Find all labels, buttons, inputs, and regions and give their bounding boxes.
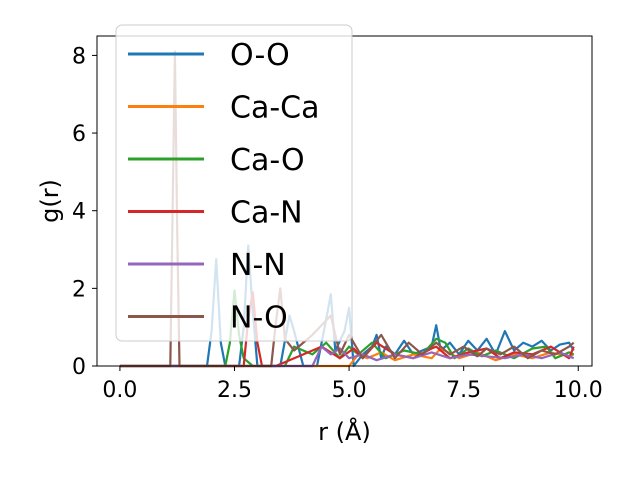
x-tick-label: 5.0 xyxy=(332,378,367,403)
y-tick-label: 4 xyxy=(72,200,86,225)
y-tick-label: 6 xyxy=(72,122,86,147)
legend-label: N-O xyxy=(230,301,288,336)
legend-label: Ca-O xyxy=(230,143,305,178)
y-axis-label: g(r) xyxy=(36,179,64,223)
x-axis-label: r (Å) xyxy=(318,417,371,446)
series-line-ca-n xyxy=(119,291,575,368)
y-tick-label: 0 xyxy=(72,355,86,380)
x-tick-label: 7.5 xyxy=(446,378,481,403)
x-tick-label: 2.5 xyxy=(217,378,252,403)
legend-label: O-O xyxy=(230,38,290,73)
legend-box xyxy=(115,24,353,342)
x-axis: 0.0 2.5 5.0 7.5 10.0 xyxy=(102,366,603,403)
legend-label: Ca-N xyxy=(230,196,303,231)
x-tick-label: 0.0 xyxy=(102,378,137,403)
y-tick-label: 8 xyxy=(72,44,86,69)
y-axis: 0 2 4 6 8 xyxy=(72,44,97,380)
legend: O-O Ca-Ca Ca-O Ca-N N-N N-O xyxy=(115,24,353,342)
y-tick-label: 2 xyxy=(72,277,86,302)
legend-label: Ca-Ca xyxy=(230,91,320,126)
legend-label: N-N xyxy=(230,248,286,283)
x-tick-label: 10.0 xyxy=(554,378,603,403)
